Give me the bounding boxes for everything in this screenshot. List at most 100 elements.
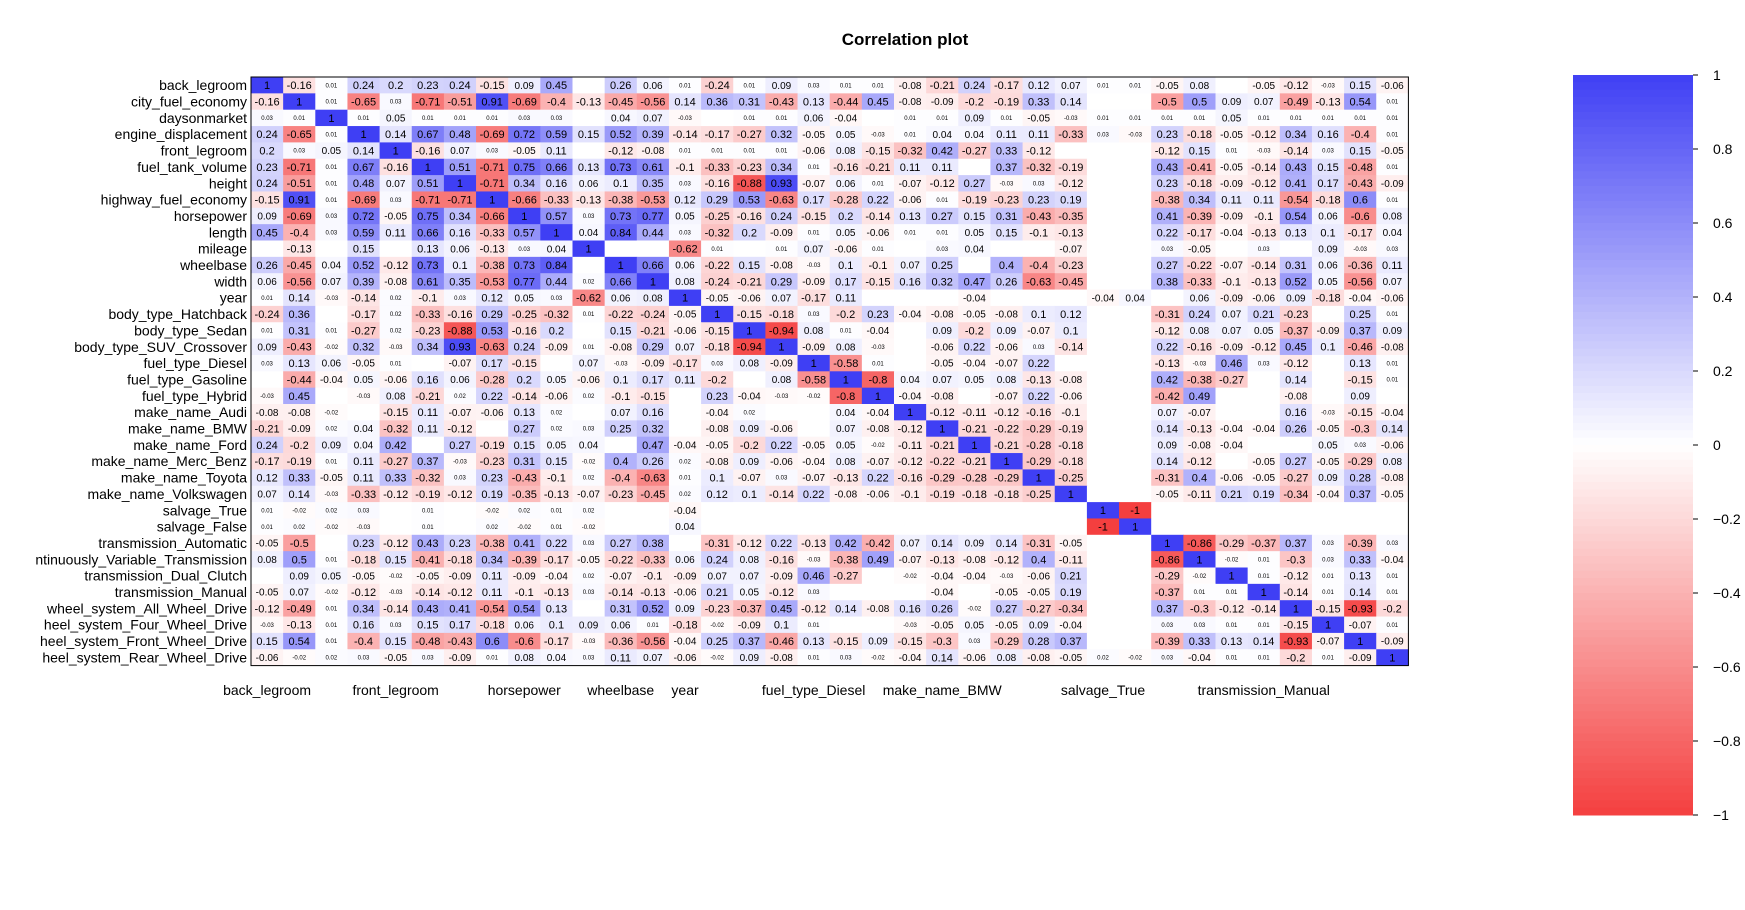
- cell-value-label: 0.01: [326, 181, 338, 187]
- heatmap-cell: [1215, 126, 1249, 143]
- cell-value-label: 0.01: [486, 656, 498, 662]
- heatmap-cell: [1022, 175, 1056, 192]
- cell-value-label: 0.03: [486, 149, 498, 155]
- cell-value-label: 0.77: [642, 211, 663, 223]
- cell-value-label: 0.02: [390, 329, 402, 335]
- cell-value-label: 0.01: [743, 149, 755, 155]
- cell-value-label: 1: [875, 391, 881, 403]
- heatmap-cell: [765, 273, 798, 290]
- cell-value-label: -0.27: [833, 571, 858, 583]
- cell-value-label: 0.32: [771, 129, 792, 141]
- row-label: make_name_Audi: [134, 404, 247, 420]
- heatmap-cell: [604, 273, 638, 290]
- cell-value-label: -0.58: [833, 358, 858, 370]
- cell-value-label: -0.12: [769, 587, 794, 599]
- cell-value-label: 0.06: [1190, 293, 1210, 304]
- legend-gradient-band: [1573, 237, 1693, 246]
- cell-value-label: 0.08: [740, 359, 760, 370]
- cell-value-label: -0.39: [1348, 538, 1373, 550]
- heatmap-cell: [861, 273, 895, 290]
- cell-value-label: -0.05: [1156, 490, 1179, 501]
- cell-value-label: 0.06: [643, 81, 663, 92]
- cell-value-label: -0.09: [1381, 179, 1404, 190]
- heatmap-cell: [765, 518, 798, 536]
- cell-value-label: -0.03: [614, 361, 628, 367]
- cell-value-label: -0.09: [674, 571, 697, 582]
- heatmap-cell: [572, 256, 606, 274]
- row-label: width: [213, 273, 247, 289]
- cell-value-label: -0.05: [577, 555, 600, 566]
- cell-value-label: -0.09: [738, 620, 761, 631]
- heatmap-cell: [861, 191, 895, 209]
- heatmap-cell: [733, 142, 766, 160]
- heatmap-cell: [411, 224, 445, 241]
- heatmap-cell: [829, 256, 863, 274]
- heatmap-cell: [572, 191, 606, 209]
- cell-value-label: 0.44: [546, 276, 567, 288]
- heatmap-cell: [1151, 175, 1184, 192]
- cell-value-label: -0.4: [1351, 129, 1370, 141]
- heatmap-cell: [958, 502, 991, 519]
- cell-value-label: -0.04: [1220, 440, 1243, 451]
- cell-value-label: 0.24: [706, 554, 727, 566]
- heatmap-cell: [958, 583, 991, 601]
- heatmap-cell: [540, 175, 573, 192]
- cell-value-label: -0.15: [1348, 407, 1373, 419]
- cell-value-label: -0.04: [867, 408, 890, 419]
- cell-value-label: -0.05: [1059, 539, 1082, 550]
- heatmap-cell: [604, 142, 638, 160]
- cell-value-label: 1: [1229, 571, 1235, 583]
- legend-gradient-band: [1573, 437, 1693, 446]
- cell-value-label: 0.07: [1222, 326, 1242, 337]
- cell-value-label: 0.24: [514, 342, 535, 354]
- cell-value-label: -0.32: [1026, 162, 1051, 174]
- heatmap-cell: [1119, 453, 1152, 470]
- cell-value-label: -0.63: [640, 473, 665, 485]
- heatmap-cell: [283, 256, 316, 274]
- heatmap-cell: [636, 207, 670, 225]
- cell-value-label: 0.33: [1349, 554, 1370, 566]
- cell-value-label: -0.12: [351, 587, 376, 599]
- legend-gradient-band: [1573, 408, 1693, 416]
- legend-gradient-band: [1573, 778, 1693, 786]
- cell-value-label: 0.57: [514, 227, 535, 239]
- heatmap-cell: [476, 126, 509, 143]
- cell-value-label: -0.02: [1193, 574, 1207, 580]
- cell-value-label: 0.73: [514, 260, 535, 272]
- cell-value-label: 0.11: [996, 129, 1017, 141]
- cell-value-label: -0.6: [515, 636, 534, 648]
- heatmap-cell: [1247, 126, 1281, 143]
- heatmap-cell: [476, 224, 509, 241]
- cell-value-label: -0.06: [802, 146, 825, 157]
- heatmap-cell: [1022, 273, 1056, 290]
- cell-value-label: 0.06: [675, 261, 695, 272]
- heatmap-cell: [443, 93, 477, 111]
- heatmap-cell: [1151, 142, 1184, 160]
- cell-value-label: 0.08: [675, 277, 695, 288]
- cell-value-label: 0.03: [583, 656, 595, 662]
- heatmap-cell: [636, 518, 670, 536]
- cell-value-label: -0.06: [384, 375, 407, 386]
- cell-value-label: 0.01: [679, 83, 691, 89]
- cell-value-label: -0.16: [415, 146, 440, 158]
- cell-value-label: -0.05: [706, 293, 729, 304]
- cell-value-label: -0.14: [1283, 587, 1308, 599]
- cell-value-label: 1: [1196, 554, 1202, 566]
- heatmap-cell: [1376, 387, 1409, 405]
- cell-value-label: 0.07: [386, 179, 406, 190]
- cell-value-label: 0.01: [904, 230, 916, 236]
- cell-value-label: -0.03: [871, 132, 885, 138]
- cell-value-label: -0.13: [640, 587, 665, 599]
- cell-value-label: 0.01: [711, 149, 723, 155]
- heatmap-cell: [1151, 77, 1184, 94]
- cell-value-label: -0.09: [1381, 637, 1404, 648]
- legend-gradient-band: [1573, 215, 1693, 224]
- heatmap-cell: [1022, 289, 1056, 307]
- cell-value-label: 0.73: [417, 260, 438, 272]
- cell-value-label: -0.16: [737, 211, 762, 223]
- cell-value-label: -0.08: [384, 277, 407, 288]
- cell-value-label: -0.63: [769, 195, 794, 207]
- heatmap-cell: [1119, 371, 1152, 389]
- cell-value-label: -0.04: [931, 571, 954, 582]
- heatmap-cell: [1119, 420, 1152, 438]
